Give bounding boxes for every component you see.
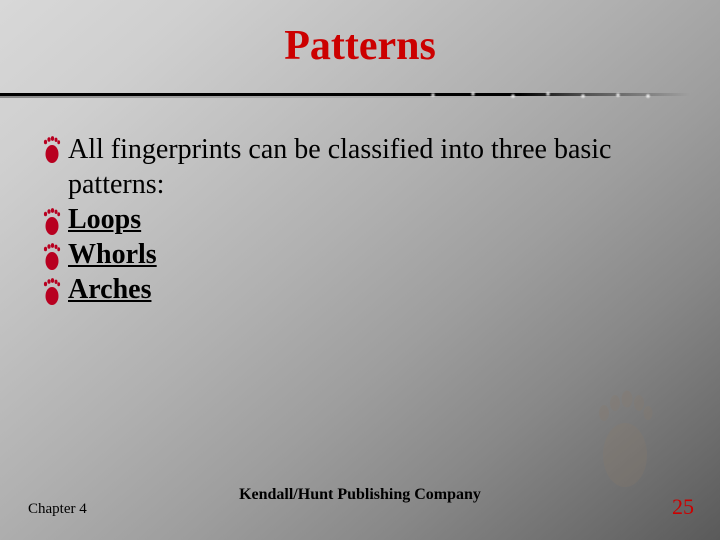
title-divider [0, 88, 720, 102]
footer-page-number: 25 [672, 494, 694, 520]
footprint-bullet-icon [42, 207, 62, 237]
footprint-bullet-icon [42, 242, 62, 272]
list-item: All fingerprints can be classified into … [42, 132, 678, 202]
slide-title: Patterns [0, 0, 720, 70]
bullet-text: Loops [68, 204, 678, 236]
slide-body: All fingerprints can be classified into … [0, 102, 720, 307]
list-item: Arches [42, 274, 678, 307]
bullet-text: All fingerprints can be classified into … [68, 132, 678, 202]
bullet-text: Arches [68, 274, 678, 306]
footer-publisher: Kendall/Hunt Publishing Company [239, 486, 481, 504]
footprint-bullet-icon [42, 135, 62, 165]
footprint-bullet-icon [42, 277, 62, 307]
bullet-text: Whorls [68, 239, 678, 271]
footprint-watermark-icon [590, 387, 660, 492]
list-item: Loops [42, 204, 678, 237]
list-item: Whorls [42, 239, 678, 272]
